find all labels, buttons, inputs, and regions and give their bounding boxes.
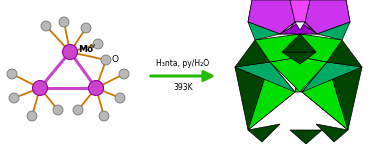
Polygon shape <box>270 57 327 92</box>
Polygon shape <box>248 0 295 34</box>
Text: 393K: 393K <box>173 83 193 91</box>
Polygon shape <box>235 67 295 130</box>
Polygon shape <box>248 0 350 34</box>
Polygon shape <box>327 40 362 67</box>
Circle shape <box>27 111 37 121</box>
Circle shape <box>41 21 51 31</box>
Polygon shape <box>282 34 316 52</box>
Circle shape <box>59 17 69 27</box>
Polygon shape <box>280 22 317 34</box>
Circle shape <box>99 111 109 121</box>
Polygon shape <box>317 22 350 40</box>
Polygon shape <box>248 62 295 130</box>
Circle shape <box>33 80 48 95</box>
Circle shape <box>115 93 125 103</box>
Polygon shape <box>305 0 350 34</box>
Polygon shape <box>255 34 342 62</box>
Polygon shape <box>290 130 322 144</box>
Polygon shape <box>338 67 362 92</box>
Circle shape <box>119 69 129 79</box>
Polygon shape <box>305 22 317 34</box>
Circle shape <box>7 69 17 79</box>
Polygon shape <box>302 67 362 130</box>
Polygon shape <box>280 22 295 34</box>
Circle shape <box>9 93 19 103</box>
Circle shape <box>73 105 83 115</box>
Polygon shape <box>248 22 280 40</box>
Circle shape <box>53 105 63 115</box>
Polygon shape <box>248 124 280 142</box>
Circle shape <box>81 23 91 33</box>
Text: H₃nta, py/H₂O: H₃nta, py/H₂O <box>156 58 209 68</box>
Polygon shape <box>235 62 295 92</box>
Polygon shape <box>235 67 260 92</box>
Polygon shape <box>302 62 362 92</box>
Circle shape <box>88 80 104 95</box>
Text: IV: IV <box>89 44 95 50</box>
Polygon shape <box>282 52 316 64</box>
Polygon shape <box>295 57 302 92</box>
Polygon shape <box>290 0 310 22</box>
Polygon shape <box>295 22 305 30</box>
Polygon shape <box>316 124 348 142</box>
Polygon shape <box>235 40 270 67</box>
Circle shape <box>93 39 103 49</box>
Circle shape <box>62 44 77 59</box>
Text: O: O <box>112 54 119 64</box>
Polygon shape <box>302 62 348 130</box>
Text: Mo: Mo <box>78 46 93 54</box>
Circle shape <box>101 55 111 65</box>
